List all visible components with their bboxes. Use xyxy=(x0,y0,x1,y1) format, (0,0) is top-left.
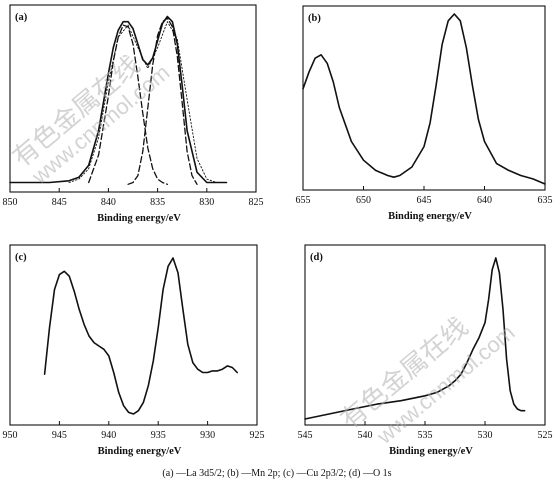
panel-label: (d) xyxy=(310,252,323,263)
x-tick-label: 825 xyxy=(249,197,264,208)
x-tick-label: 925 xyxy=(250,430,265,441)
x-axis-label: Binding energy/eV xyxy=(389,446,473,457)
x-tick-label: 645 xyxy=(417,195,432,206)
x-tick-label: 640 xyxy=(477,195,492,206)
chart-panel-3: 950 945 940 935 930 925 Binding energy/eV (c) xyxy=(3,244,265,457)
series-line-dashed-3 xyxy=(127,17,198,185)
x-tick-label: 540 xyxy=(358,430,373,441)
x-tick-label: 830 xyxy=(199,197,214,208)
x-tick-label: 545 xyxy=(298,430,313,441)
x-tick-label: 945 xyxy=(52,430,67,441)
x-tick-label: 845 xyxy=(52,197,67,208)
x-tick-label: 930 xyxy=(200,430,215,441)
x-tick-label: 635 xyxy=(538,195,553,206)
x-tick-label: 940 xyxy=(101,430,116,441)
x-tick-label: 530 xyxy=(478,430,493,441)
series-line-solid-1 xyxy=(9,15,228,184)
panel-label: (b) xyxy=(308,13,321,24)
x-tick-label: 650 xyxy=(356,195,371,206)
plot-frame xyxy=(9,244,258,426)
panel-label: (c) xyxy=(15,252,27,263)
x-tick-label: 935 xyxy=(151,430,166,441)
series-line-solid-1 xyxy=(302,13,546,185)
x-tick-label: 835 xyxy=(150,197,165,208)
plot-frame xyxy=(302,5,546,191)
x-axis-label: Binding energy/eV xyxy=(97,213,181,224)
panel-label: (a) xyxy=(15,12,28,23)
series-line-solid-1 xyxy=(43,257,238,415)
series-line-dotted-4 xyxy=(68,21,227,183)
chart-panel-2: 655 650 645 640 635 Binding energy/eV (b) xyxy=(296,5,553,222)
x-tick-label: 655 xyxy=(296,195,311,206)
x-tick-label: 950 xyxy=(3,430,18,441)
x-tick-label: 525 xyxy=(538,430,553,441)
x-tick-label: 535 xyxy=(418,430,433,441)
x-tick-label: 850 xyxy=(3,197,18,208)
x-tick-label: 840 xyxy=(101,197,116,208)
x-axis-label: Binding energy/eV xyxy=(98,446,182,457)
x-axis-label: Binding energy/eV xyxy=(388,211,472,222)
plot-frame xyxy=(9,4,257,193)
figure-caption: (a) —La 3d5/2; (b) —Mn 2p; (c) —Cu 2p3/2… xyxy=(162,468,392,479)
chart-panel-1: 850 845 840 835 830 825 Binding energy/eV (a) xyxy=(3,4,264,224)
chart-panel-4: 545 540 535 530 525 Binding energy/eV (d) xyxy=(298,244,553,457)
series-line-dashed-2 xyxy=(88,24,169,185)
series-line-solid-1 xyxy=(304,257,526,420)
